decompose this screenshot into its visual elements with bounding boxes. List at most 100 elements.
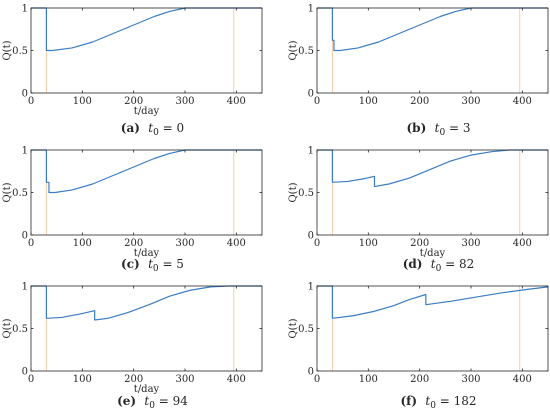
caption-sub-f: 0 — [430, 401, 436, 411]
x-tick-label-e-300: 300 — [175, 374, 194, 385]
y-axis-label-f: Q(t) — [288, 318, 299, 338]
series-line-f — [317, 285, 549, 319]
y-tick-label-c-1: 1 — [22, 146, 28, 157]
y-axis-label-d: Q(t) — [288, 182, 299, 202]
caption-var-f: t — [425, 394, 430, 408]
y-tick-label-a-0.5: 0.5 — [12, 46, 28, 57]
x-tick-label-e-400: 400 — [227, 374, 246, 385]
axes-box-c — [30, 149, 263, 236]
axes-box-f — [316, 285, 549, 372]
caption-var-d: t — [431, 257, 436, 271]
x-tick-label-b-0: 0 — [314, 96, 320, 107]
x-tick-label-c-200: 200 — [124, 238, 143, 249]
y-axis-label-c: Q(t) — [2, 182, 13, 202]
series-line-b — [317, 7, 548, 52]
caption-d: (d) t0 = 82 — [403, 257, 475, 274]
caption-eq-b: = 3 — [445, 121, 470, 135]
y-tick-label-a-0: 0 — [22, 89, 28, 100]
caption-var-a: t — [148, 121, 153, 135]
x-tick-label-f-300: 300 — [461, 374, 480, 385]
x-tick-label-a-100: 100 — [73, 96, 92, 107]
caption-sub-b: 0 — [439, 128, 445, 138]
x-tick-label-b-300: 300 — [461, 96, 480, 107]
series-line-c — [31, 149, 262, 194]
caption-eq-e: = 94 — [155, 394, 188, 408]
x-tick-label-a-300: 300 — [175, 96, 194, 107]
caption-tag-b: (b) — [407, 121, 435, 135]
y-tick-label-f-1: 1 — [308, 282, 314, 293]
caption-sub-d: 0 — [436, 264, 442, 274]
caption-f: (f) t0 = 182 — [400, 394, 476, 411]
caption-var-b: t — [435, 121, 440, 135]
caption-sub-e: 0 — [149, 401, 155, 411]
y-tick-label-c-0: 0 — [22, 231, 28, 242]
panel-e: 0 100 200 300 400 0 0.5 1 Q(t) t/day(e) t0 = 94 — [2, 282, 263, 411]
caption-c: (c) t0 = 5 — [121, 257, 184, 274]
x-tick-label-d-300: 300 — [461, 238, 480, 249]
y-tick-label-e-0: 0 — [22, 367, 28, 378]
y-tick-label-f-0: 0 — [308, 367, 314, 378]
y-axis-label-b: Q(t) — [288, 40, 299, 60]
caption-b: (b) t0 = 3 — [407, 121, 471, 138]
axes-box-a — [30, 7, 263, 94]
y-tick-label-b-0.5: 0.5 — [298, 46, 314, 57]
x-axis-label-c: t/day — [134, 248, 160, 259]
x-tick-label-e-200: 200 — [124, 374, 143, 385]
caption-eq-c: = 5 — [159, 257, 184, 271]
x-tick-label-e-100: 100 — [73, 374, 92, 385]
caption-tag-c: (c) — [121, 257, 148, 271]
x-tick-label-a-200: 200 — [124, 96, 143, 107]
axes-box-b — [316, 7, 549, 94]
y-tick-label-b-1: 1 — [308, 4, 314, 15]
x-tick-label-d-100: 100 — [359, 238, 378, 249]
caption-eq-d: = 82 — [441, 257, 474, 271]
caption-tag-a: (a) — [121, 121, 149, 135]
x-tick-label-f-400: 400 — [513, 374, 532, 385]
x-tick-label-f-200: 200 — [410, 374, 429, 385]
axes-box-e — [30, 285, 263, 372]
x-tick-label-b-100: 100 — [359, 96, 378, 107]
y-tick-label-e-1: 1 — [22, 282, 28, 293]
y-tick-label-c-0.5: 0.5 — [12, 188, 28, 199]
y-tick-label-a-1: 1 — [22, 4, 28, 15]
x-tick-label-f-100: 100 — [359, 374, 378, 385]
x-tick-label-c-400: 400 — [227, 238, 246, 249]
y-tick-label-d-0.5: 0.5 — [298, 188, 314, 199]
caption-sub-c: 0 — [153, 264, 159, 274]
x-tick-label-a-0: 0 — [28, 96, 34, 107]
caption-eq-f: = 182 — [436, 394, 477, 408]
series-line-e — [31, 285, 262, 321]
x-tick-label-e-0: 0 — [28, 374, 34, 385]
caption-tag-f: (f) — [400, 394, 425, 408]
caption-a: (a) t0 = 0 — [121, 121, 184, 138]
series-line-a — [31, 7, 262, 52]
caption-e: (e) t0 = 94 — [117, 394, 188, 411]
y-tick-label-d-1: 1 — [308, 146, 314, 157]
caption-tag-d: (d) — [403, 257, 431, 271]
x-axis-label-e: t/day — [134, 384, 160, 395]
caption-var-e: t — [144, 394, 149, 408]
axes-box-d — [316, 149, 549, 236]
x-tick-label-c-100: 100 — [73, 238, 92, 249]
x-axis-label-d: t/day — [420, 248, 446, 259]
x-tick-label-d-200: 200 — [410, 238, 429, 249]
series-line-d — [317, 149, 548, 188]
x-tick-label-f-0: 0 — [314, 374, 320, 385]
x-tick-label-c-300: 300 — [175, 238, 194, 249]
y-tick-label-b-0: 0 — [308, 89, 314, 100]
caption-var-c: t — [148, 257, 153, 271]
caption-eq-a: = 0 — [159, 121, 184, 135]
x-tick-label-c-0: 0 — [28, 238, 34, 249]
y-axis-label-e: Q(t) — [2, 318, 13, 338]
x-tick-label-d-0: 0 — [314, 238, 320, 249]
y-tick-label-d-0: 0 — [308, 231, 314, 242]
y-axis-label-a: Q(t) — [2, 40, 13, 60]
x-tick-label-b-200: 200 — [410, 96, 429, 107]
y-tick-label-e-0.5: 0.5 — [12, 324, 28, 335]
